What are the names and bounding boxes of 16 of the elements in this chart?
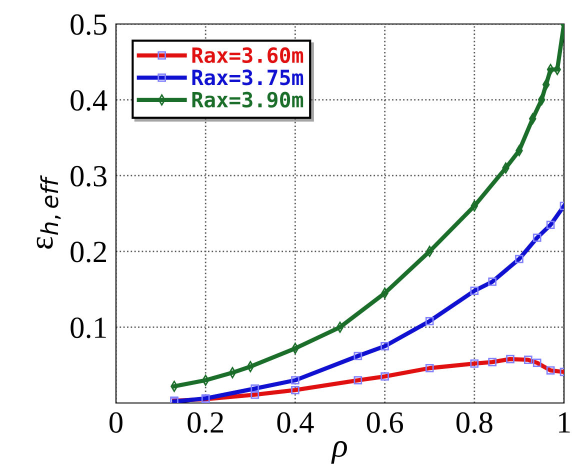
x-tick-label: 0.8: [456, 412, 492, 433]
x-tick-label: 0.4: [277, 412, 314, 433]
legend-label: Rax=3.90m: [192, 92, 304, 108]
y-tick-label: 0.5: [70, 14, 106, 36]
legend-label: Rax=3.60m: [192, 47, 304, 64]
x-tick-label: 0.6: [366, 412, 403, 433]
y-tick-label: 0.4: [70, 90, 108, 111]
legend-label: Rax=3.75m: [192, 70, 304, 86]
y-tick-label: 0.2: [70, 242, 106, 262]
y-axis-title: ε$_{h,eff}$: [36, 175, 61, 249]
x-tick-label: 1: [559, 412, 570, 433]
x-axis-title: ρ: [331, 440, 347, 464]
y-tick-label: 0.3: [70, 166, 106, 187]
x-tick-label: 0: [110, 412, 122, 433]
x-tick-label: 0.2: [188, 412, 224, 433]
y-tick-label: 0.1: [70, 317, 106, 338]
